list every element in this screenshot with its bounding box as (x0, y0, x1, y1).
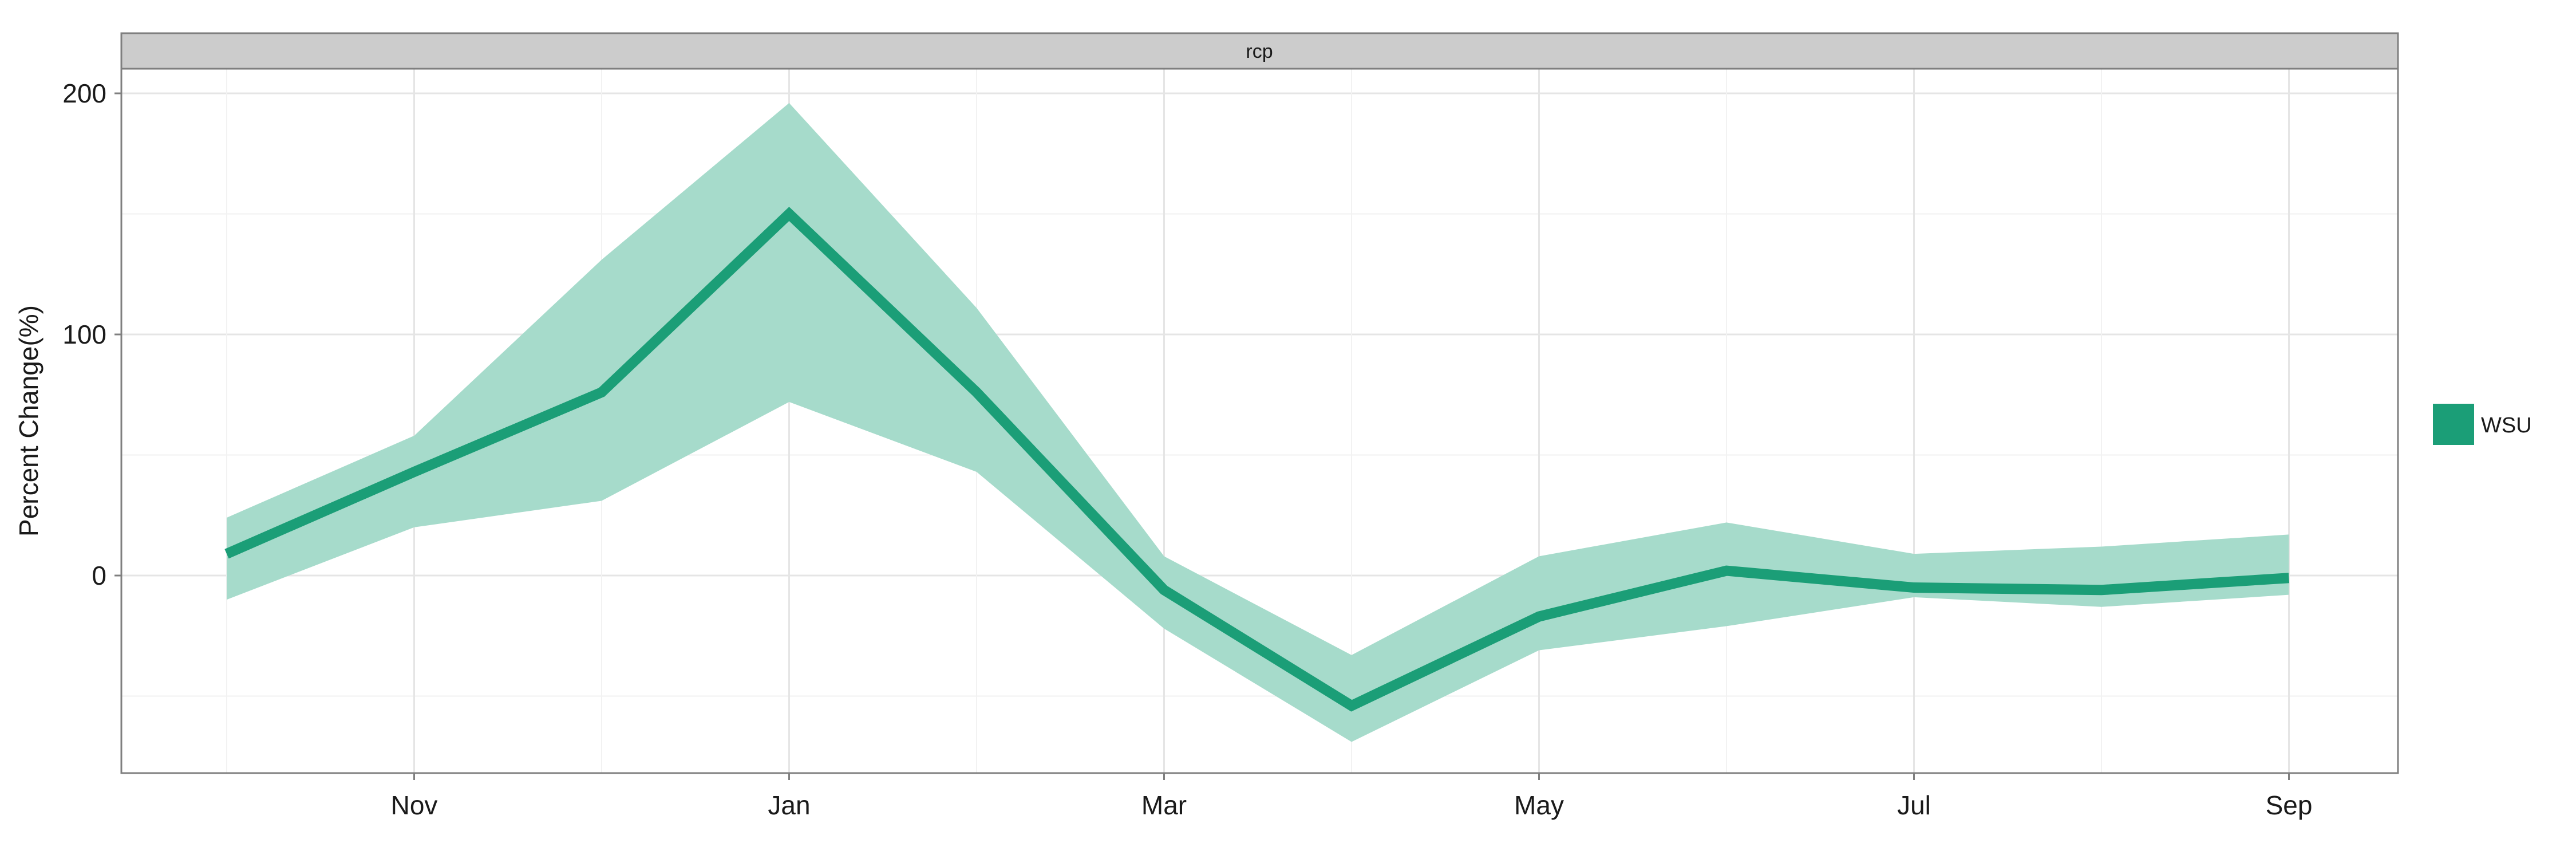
x-tick-label: Jul (1897, 790, 1931, 820)
series-line-wsu (224, 207, 2290, 712)
legend: WSU (2433, 404, 2532, 445)
x-tick-label: Sep (2266, 790, 2313, 820)
series-point-wsu (789, 214, 790, 215)
series-point-wsu (1351, 705, 1352, 706)
series-point-wsu (226, 553, 227, 554)
series-point-wsu (976, 392, 977, 393)
legend-key-wsu (2433, 404, 2474, 445)
y-tick-label: 0 (92, 561, 106, 590)
series-point-wsu (1914, 587, 1915, 588)
y-axis-title: Percent Change(%) (14, 305, 44, 537)
series-point-wsu (414, 471, 415, 472)
facet-strip (120, 32, 2399, 70)
series-point-wsu (601, 392, 602, 393)
y-axis: 0 100 200 (62, 78, 121, 590)
legend-label-wsu: WSU (2481, 413, 2532, 438)
y-tick-label: 100 (62, 320, 106, 349)
series-point-wsu (2101, 589, 2102, 590)
series-point-wsu (1164, 589, 1165, 590)
x-tick-label: Jan (768, 790, 810, 820)
facet-strip-label: rcp (1246, 41, 1273, 62)
x-axis: Nov Jan Mar May Jul Sep (391, 773, 2313, 820)
y-tick-label: 200 (62, 78, 106, 108)
x-tick-label: Nov (391, 790, 438, 820)
series-point-wsu (2289, 577, 2290, 578)
series-line-layer (224, 207, 2290, 712)
series-point-wsu (1726, 570, 1727, 572)
x-tick-label: Mar (1141, 790, 1187, 820)
x-tick-label: May (1514, 790, 1564, 820)
series-point-wsu (1539, 616, 1540, 617)
